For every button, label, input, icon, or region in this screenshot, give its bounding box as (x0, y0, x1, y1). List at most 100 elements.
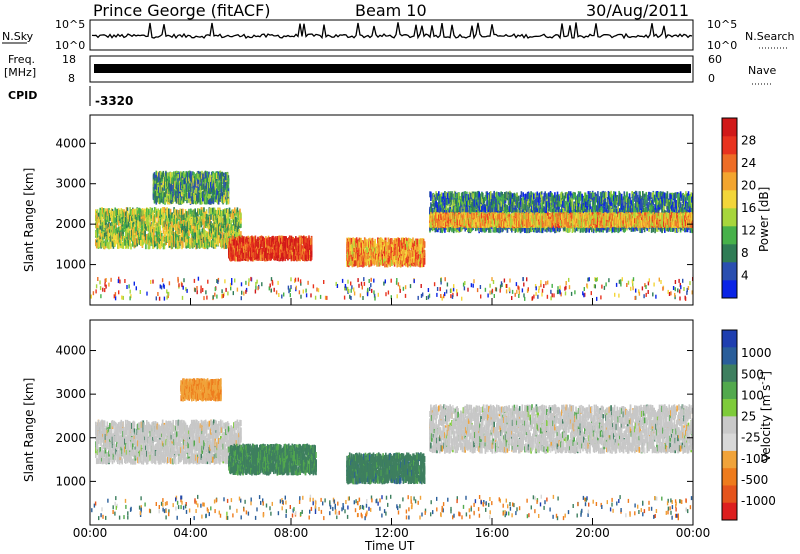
echo-cell (386, 249, 389, 256)
echo-cell (158, 221, 160, 228)
echo-cell (250, 244, 252, 251)
echo-cell (217, 171, 220, 178)
echo-cell (113, 222, 116, 229)
echo-cell (370, 260, 372, 267)
echo-cell (231, 253, 234, 260)
echo-cell (152, 183, 155, 190)
echo-cell (227, 191, 230, 198)
echo-cell (132, 235, 135, 242)
echo-cell (243, 246, 245, 253)
echo-cell (161, 240, 163, 246)
echo-cell (195, 198, 197, 205)
echo-cell (420, 254, 422, 260)
echo-cell (101, 241, 103, 248)
echo-cell (168, 183, 171, 190)
echo-cell (360, 242, 362, 249)
echo-cell (390, 258, 392, 265)
echo-cell (350, 258, 353, 265)
echo-cell (165, 212, 167, 218)
echo-cell (287, 240, 289, 247)
echo-cell (400, 245, 403, 252)
echo-cell (210, 229, 212, 236)
echo-cell (187, 215, 189, 222)
echo-cell (161, 173, 164, 180)
echo-cell (220, 221, 223, 228)
echo-cell (216, 234, 218, 240)
echo-cell (104, 228, 107, 235)
echo-cell (409, 255, 412, 261)
echo-cell (388, 243, 391, 250)
echo-cell (173, 171, 176, 178)
echo-cell (157, 171, 159, 178)
echo-cell (198, 242, 201, 249)
echo-cell (144, 230, 146, 237)
echo-cell (348, 255, 350, 262)
echo-cell (296, 255, 299, 262)
echo-cell (116, 232, 118, 238)
echo-cell (192, 185, 194, 192)
echo-cell (194, 217, 196, 224)
echo-cell (415, 253, 418, 260)
echo-cell (180, 176, 182, 183)
echo-cell (164, 239, 167, 246)
echo-cell (165, 182, 167, 189)
echo-cell (108, 243, 110, 250)
echo-cell (235, 238, 237, 245)
echo-cell (273, 254, 275, 261)
echo-cell (201, 192, 203, 199)
echo-cell (150, 212, 152, 219)
echo-cell (195, 173, 197, 180)
echo-cell (212, 223, 214, 230)
echo-cell (99, 219, 101, 226)
echo-cell (271, 241, 273, 248)
echo-cell (237, 218, 240, 225)
echo-cell (411, 260, 413, 267)
echo-cell (168, 192, 171, 199)
echo-cell (168, 238, 170, 245)
nsky-label: N.Sky (2, 30, 34, 43)
echo-cell (273, 241, 276, 248)
echo-cell (114, 217, 116, 224)
echo-cell (173, 185, 176, 192)
echo-cell (107, 233, 109, 240)
echo-cell (363, 247, 365, 254)
echo-cell (350, 238, 353, 244)
echo-cell (216, 237, 218, 244)
echo-cell (281, 236, 284, 243)
echo-cell (358, 261, 361, 268)
echo-cell (198, 222, 201, 229)
echo-cell (194, 239, 196, 246)
echo-cell (365, 255, 368, 262)
echo-cell (278, 235, 280, 242)
echo-cell (394, 249, 397, 256)
echo-cell (207, 223, 210, 230)
echo-cell (227, 184, 230, 191)
echo-cell (176, 240, 179, 247)
echo-cell (282, 235, 285, 242)
echo-cell (212, 179, 215, 186)
echo-cell (192, 192, 194, 199)
echo-cell (198, 219, 201, 225)
echo-cell (215, 190, 217, 197)
echo-cell (219, 209, 222, 216)
echo-cell (264, 241, 266, 248)
echo-cell (391, 250, 393, 257)
echo-cell (222, 196, 224, 203)
echo-cell (117, 237, 120, 244)
echo-cell (371, 237, 374, 244)
echo-cell (142, 220, 145, 227)
echo-cell (197, 232, 199, 239)
echo-cell (121, 242, 123, 249)
echo-cell (305, 245, 308, 252)
echo-cell (293, 252, 295, 259)
echo-cell (367, 247, 369, 254)
echo-cell (224, 176, 226, 182)
echo-cell (113, 225, 116, 232)
echo-cell (163, 207, 166, 214)
echo-cell (209, 193, 211, 200)
echo-cell (120, 208, 123, 215)
echo-cell (164, 172, 166, 179)
echo-cell (172, 239, 174, 246)
echo-cell (135, 222, 138, 229)
echo-cell (156, 185, 158, 192)
